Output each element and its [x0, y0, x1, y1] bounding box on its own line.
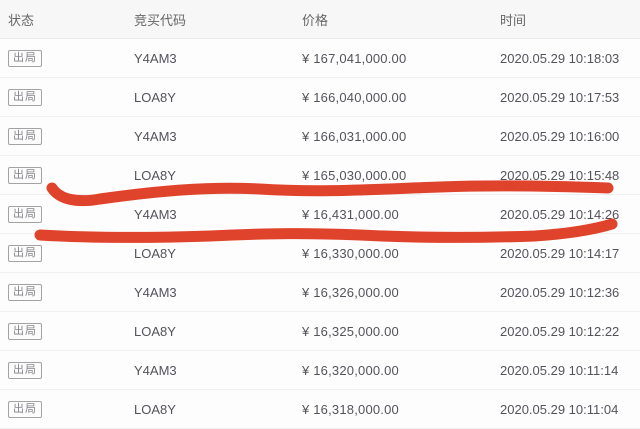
bid-time: 2020.05.29 10:12:36 — [500, 284, 620, 300]
bid-time: 2020.05.29 10:11:14 — [500, 362, 619, 378]
table-row-highlighted: 出局 Y4AM3 ¥ 16,431,000.00 2020.05.29 10:1… — [0, 195, 640, 234]
bid-code: LOA8Y — [134, 245, 176, 261]
bid-code: Y4AM3 — [134, 284, 177, 300]
bid-time: 2020.05.29 10:14:26 — [500, 206, 620, 222]
bid-price: ¥ 167,041,000.00 — [302, 50, 407, 66]
table-row: 出局 Y4AM3 ¥ 167,041,000.00 2020.05.29 10:… — [0, 39, 640, 78]
bid-price: ¥ 16,431,000.00 — [302, 206, 399, 222]
status-badge: 出局 — [8, 362, 42, 379]
table-row: 出局 LOA8Y ¥ 16,318,000.00 2020.05.29 10:1… — [0, 390, 640, 429]
table-row: 出局 Y4AM3 ¥ 16,326,000.00 2020.05.29 10:1… — [0, 273, 640, 312]
bid-price: ¥ 165,030,000.00 — [302, 167, 407, 183]
table-header-row: 状态 竞买代码 价格 时间 — [0, 0, 640, 39]
bid-code: LOA8Y — [134, 323, 176, 339]
status-badge: 出局 — [8, 167, 42, 184]
status-badge: 出局 — [8, 206, 42, 223]
status-badge: 出局 — [8, 245, 42, 262]
bid-code: Y4AM3 — [134, 50, 177, 66]
table-row: 出局 LOA8Y ¥ 16,330,000.00 2020.05.29 10:1… — [0, 234, 640, 273]
bid-price: ¥ 16,325,000.00 — [302, 323, 399, 339]
bid-price: ¥ 16,320,000.00 — [302, 362, 399, 378]
column-header-code: 竞买代码 — [134, 12, 187, 28]
bid-time: 2020.05.29 10:12:22 — [500, 323, 620, 339]
bid-code: LOA8Y — [134, 401, 176, 417]
bid-code: LOA8Y — [134, 167, 176, 183]
bid-time: 2020.05.29 10:17:53 — [500, 89, 620, 105]
table-row: 出局 LOA8Y ¥ 165,030,000.00 2020.05.29 10:… — [0, 156, 640, 195]
status-badge: 出局 — [8, 323, 42, 340]
bid-price: ¥ 166,031,000.00 — [302, 128, 407, 144]
bid-time: 2020.05.29 10:14:17 — [500, 245, 620, 261]
bid-time: 2020.05.29 10:18:03 — [500, 50, 620, 66]
status-badge: 出局 — [8, 89, 42, 106]
status-badge: 出局 — [8, 401, 42, 418]
column-header-status: 状态 — [8, 12, 35, 28]
column-header-price: 价格 — [302, 12, 329, 28]
bid-price: ¥ 166,040,000.00 — [302, 89, 407, 105]
bid-price: ¥ 16,318,000.00 — [302, 401, 399, 417]
bid-code: Y4AM3 — [134, 362, 177, 378]
table-row: 出局 LOA8Y ¥ 16,325,000.00 2020.05.29 10:1… — [0, 312, 640, 351]
bid-code: LOA8Y — [134, 89, 176, 105]
bid-price: ¥ 16,326,000.00 — [302, 284, 399, 300]
bid-time: 2020.05.29 10:11:04 — [500, 401, 619, 417]
column-header-time: 时间 — [500, 12, 527, 28]
table-row: 出局 LOA8Y ¥ 166,040,000.00 2020.05.29 10:… — [0, 78, 640, 117]
bid-code: Y4AM3 — [134, 206, 177, 222]
bid-time: 2020.05.29 10:15:48 — [500, 167, 620, 183]
table-row: 出局 Y4AM3 ¥ 16,320,000.00 2020.05.29 10:1… — [0, 351, 640, 390]
bid-price: ¥ 16,330,000.00 — [302, 245, 399, 261]
status-badge: 出局 — [8, 284, 42, 301]
status-badge: 出局 — [8, 50, 42, 67]
bid-time: 2020.05.29 10:16:00 — [500, 128, 620, 144]
table-row: 出局 Y4AM3 ¥ 166,031,000.00 2020.05.29 10:… — [0, 117, 640, 156]
bid-code: Y4AM3 — [134, 128, 177, 144]
status-badge: 出局 — [8, 128, 42, 145]
